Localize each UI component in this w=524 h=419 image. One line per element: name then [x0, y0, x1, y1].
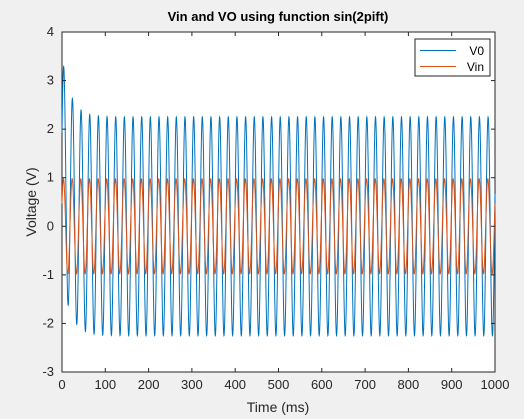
y-tick-label: -3	[42, 364, 54, 379]
x-tick-label: 700	[354, 377, 376, 392]
y-tick-label: 1	[47, 170, 54, 185]
x-tick-label: 0	[58, 377, 65, 392]
series-line-vin	[61, 178, 496, 275]
y-axis-ticks: -3 -2 -1 0 1 2 3 4	[42, 24, 495, 379]
y-axis-label: Voltage (V)	[23, 167, 39, 236]
x-tick-label: 800	[398, 377, 420, 392]
x-tick-label: 200	[138, 377, 160, 392]
x-tick-label: 600	[311, 377, 333, 392]
x-tick-label: 400	[224, 377, 246, 392]
legend: V0 Vin	[414, 38, 491, 77]
y-tick-label: -2	[42, 315, 54, 330]
x-tick-label: 300	[181, 377, 203, 392]
x-axis-ticks: 0 100 200 300 400 500 600 700 800 900 1000	[58, 32, 509, 392]
legend-label-vin: Vin	[467, 60, 484, 74]
y-tick-label: 0	[47, 218, 54, 233]
y-tick-label: -1	[42, 267, 54, 282]
chart-title: Vin and VO using function sin(2pift)	[168, 9, 389, 24]
legend-box	[414, 38, 491, 77]
x-tick-label: 100	[94, 377, 116, 392]
y-tick-label: 4	[47, 24, 54, 39]
x-tick-label: 1000	[481, 377, 510, 392]
y-tick-label: 3	[47, 73, 54, 88]
legend-label-v0: V0	[469, 44, 484, 58]
x-axis-label: Time (ms)	[247, 399, 309, 415]
x-tick-label: 500	[268, 377, 290, 392]
y-tick-label: 2	[47, 121, 54, 136]
x-tick-label: 900	[441, 377, 463, 392]
series-layer	[61, 65, 496, 338]
